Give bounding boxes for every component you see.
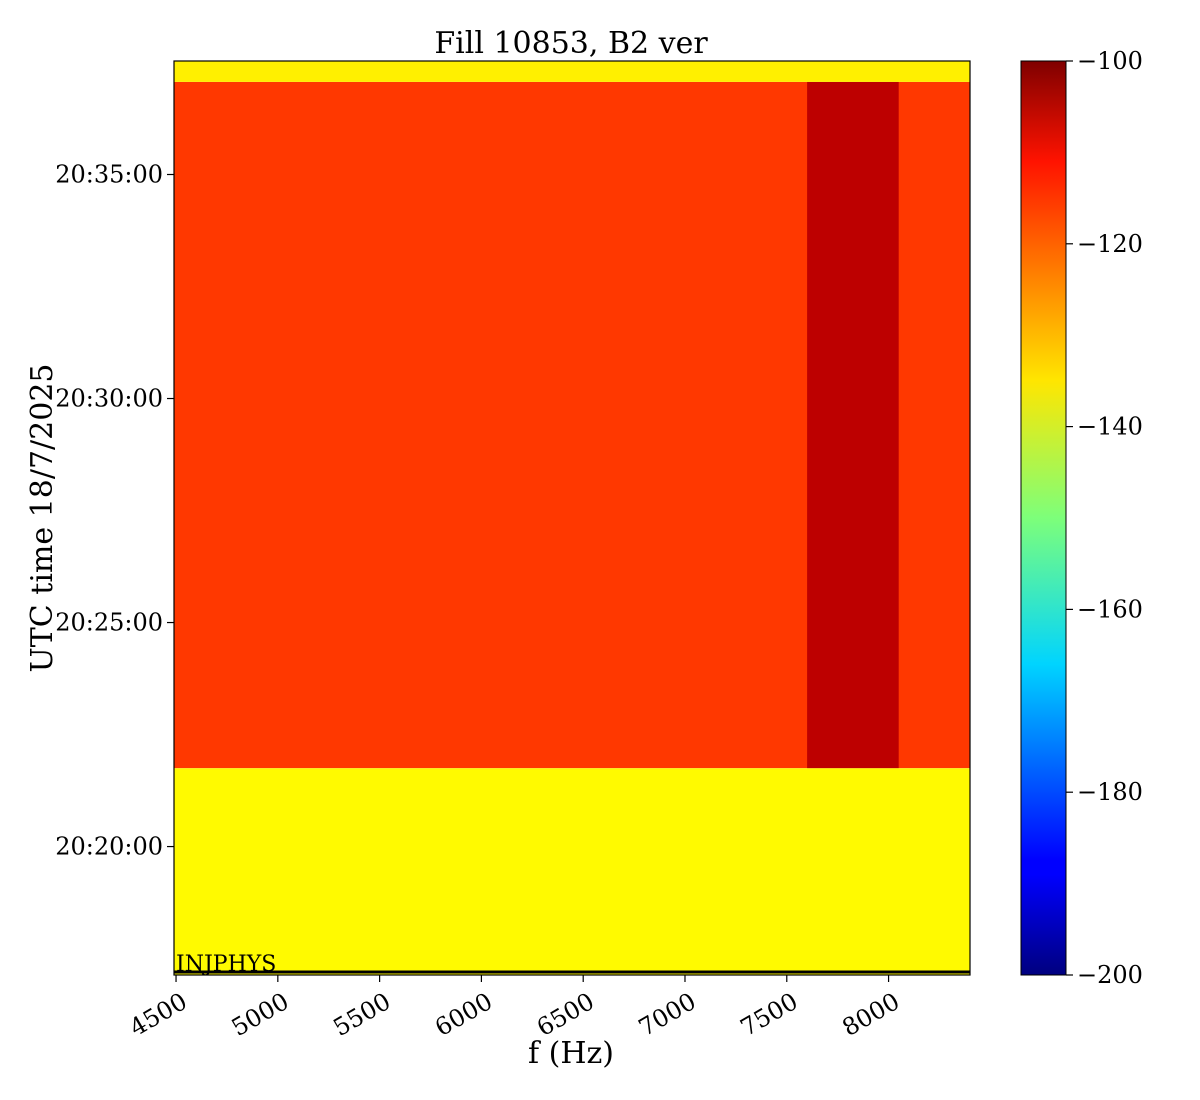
x-tick-label: 8000: [837, 987, 904, 1042]
plot-area: INJPHYS: [173, 60, 971, 977]
x-tick-label: 5500: [329, 987, 396, 1042]
colorbar: −100 −120 −140 −160 −180 −200: [1020, 47, 1143, 989]
colorbar-tick-label: −140: [1077, 413, 1143, 441]
x-tick-label: 6500: [532, 987, 599, 1042]
heatmap-region-3: [174, 61, 970, 82]
plot-frame: [173, 60, 971, 976]
x-tick-label: 6000: [430, 987, 497, 1042]
colorbar-tick-label: −120: [1077, 230, 1143, 258]
chart-title: Fill 10853, B2 ver: [434, 26, 708, 61]
y-tick-label: 20:20:00: [55, 833, 163, 861]
y-tick-label: 20:35:00: [55, 161, 163, 189]
heatmap-region-2: [807, 81, 899, 769]
x-axis-ticks: 4500 5000 5500 6000 6500 7000 7500 8000: [125, 975, 904, 1042]
colorbar-gradient: [1020, 60, 1067, 976]
y-tick-label: 20:25:00: [55, 609, 163, 637]
y-tick-label: 20:30:00: [55, 385, 163, 413]
x-tick-label: 5000: [227, 987, 294, 1042]
heatmap-region-0: [174, 768, 970, 975]
x-axis-label: f (Hz): [528, 1036, 614, 1071]
colorbar-tick-label: −100: [1077, 47, 1143, 75]
y-axis-ticks: 20:20:00 20:25:00 20:30:00 20:35:00: [55, 161, 174, 861]
x-tick-label: 4500: [125, 987, 192, 1042]
heatmap-cells: [174, 61, 970, 975]
colorbar-tick-label: −200: [1077, 961, 1143, 989]
injphys-annotation: INJPHYS: [176, 952, 276, 977]
colorbar-tick-label: −180: [1077, 778, 1143, 806]
colorbar-ticks: −100 −120 −140 −160 −180 −200: [1066, 47, 1143, 989]
x-tick-label: 7000: [634, 987, 701, 1042]
x-tick-label: 7500: [736, 987, 803, 1042]
colorbar-tick-label: −160: [1077, 595, 1143, 623]
y-axis-label: UTC time 18/7/2025: [25, 364, 60, 673]
